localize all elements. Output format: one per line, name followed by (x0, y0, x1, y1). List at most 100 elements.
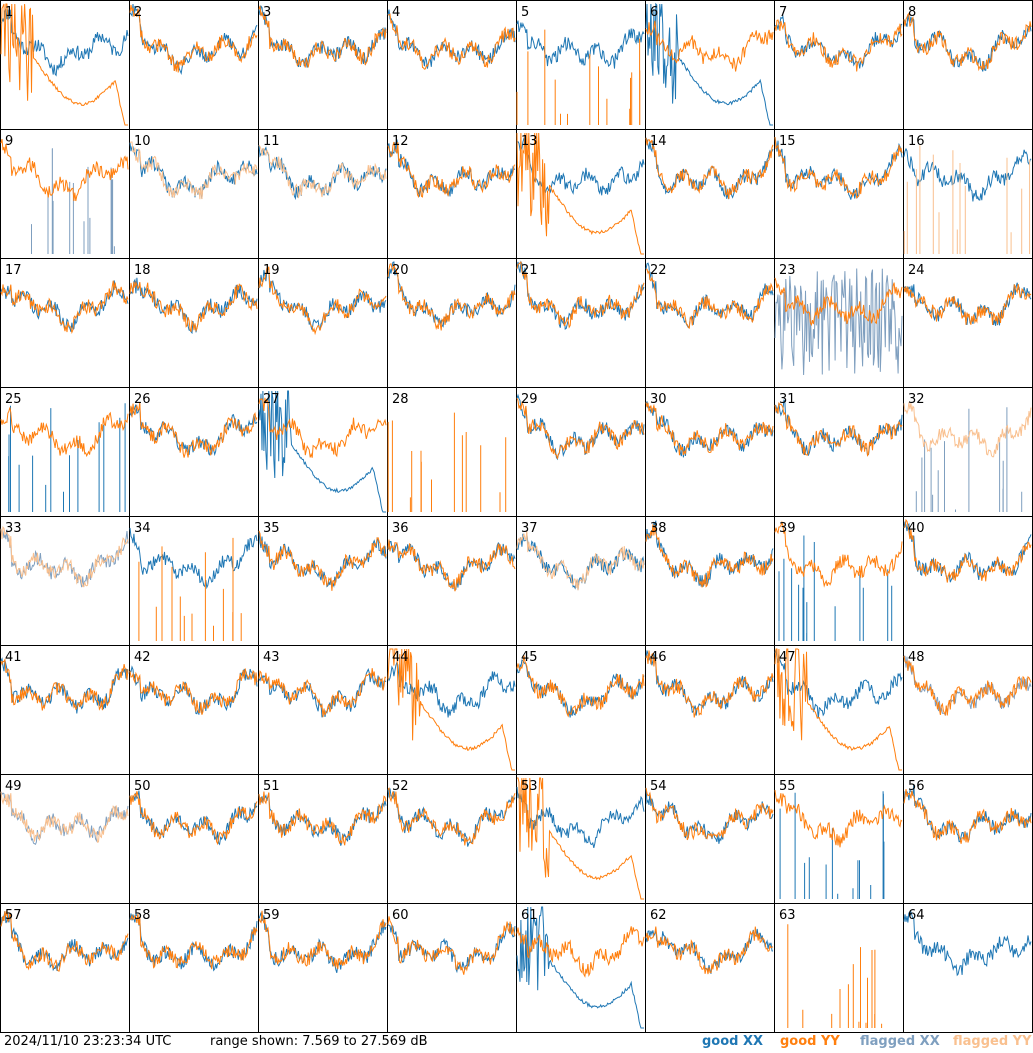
panel-label: 42 (134, 650, 151, 665)
panel-label: 25 (5, 392, 22, 407)
timestamp-label: 2024/11/10 23:23:34 UTC (4, 1034, 172, 1049)
panel-label: 13 (521, 134, 538, 149)
legend-good-xx: good XX (702, 1034, 764, 1049)
panel-39: 39 (774, 516, 904, 646)
panel-61: 61 (516, 903, 646, 1033)
panel-label: 8 (908, 5, 916, 20)
panel-label: 17 (5, 263, 22, 278)
series-xx-20 (387, 261, 516, 328)
panel-12: 12 (387, 129, 517, 259)
series-yy-20 (387, 263, 516, 331)
series-xx-44 (387, 661, 516, 718)
panel-label: 22 (650, 263, 667, 278)
series-yy-15 (774, 137, 903, 199)
series-xx-9 (31, 148, 115, 254)
series-yy-23 (774, 277, 903, 327)
series-xx-39 (778, 535, 893, 641)
panel-label: 57 (5, 908, 22, 923)
series-yy-12 (387, 141, 516, 199)
series-yy-3 (258, 5, 387, 68)
series-yy-8 (903, 12, 1032, 72)
panel-frame (903, 0, 1033, 130)
series-xx-13 (516, 137, 645, 196)
series-yy-53 (517, 777, 644, 900)
series-yy-38 (645, 524, 774, 588)
series-xx-61 (516, 906, 644, 1029)
panel-1: 1 (0, 0, 130, 130)
series-yy-60 (387, 916, 516, 975)
series-yy-19 (258, 266, 387, 336)
panel-label: 48 (908, 650, 925, 665)
panel-9: 9 (0, 129, 130, 259)
series-yy-9 (0, 138, 129, 202)
panel-38: 38 (645, 516, 775, 646)
panel-5: 5 (516, 0, 646, 130)
panel-53: 53 (516, 774, 646, 904)
series-yy-34 (138, 537, 242, 641)
series-yy-49 (0, 791, 129, 843)
panel-49: 49 (0, 774, 130, 904)
panel-50: 50 (129, 774, 259, 904)
panel-25: 25 (0, 387, 130, 517)
panel-42: 42 (129, 645, 259, 775)
series-xx-53 (516, 786, 645, 849)
panel-41: 41 (0, 645, 130, 775)
panel-52: 52 (387, 774, 517, 904)
panel-label: 23 (779, 263, 796, 278)
panel-label: 14 (650, 134, 667, 149)
panel-label: 34 (134, 521, 151, 536)
series-yy-62 (645, 926, 774, 975)
panel-47: 47 (774, 645, 904, 775)
series-yy-59 (258, 910, 387, 970)
panel-62: 62 (645, 903, 775, 1033)
panel-frame (258, 0, 388, 130)
panel-label: 39 (779, 521, 796, 536)
panel-label: 38 (650, 521, 667, 536)
series-xx-32 (915, 407, 1023, 512)
panel-35: 35 (258, 516, 388, 646)
panel-label: 49 (5, 779, 22, 794)
panel-11: 11 (258, 129, 388, 259)
series-yy-17 (0, 280, 129, 334)
panel-31: 31 (774, 387, 904, 517)
panel-43: 43 (258, 645, 388, 775)
panel-45: 45 (516, 645, 646, 775)
panel-label: 62 (650, 908, 667, 923)
series-xx-16 (903, 147, 1032, 202)
panel-label: 9 (5, 134, 13, 149)
series-yy-54 (645, 787, 774, 841)
panel-label: 36 (392, 521, 409, 536)
series-yy-1 (0, 3, 128, 126)
panel-frame (0, 129, 130, 259)
legend-flagged-yy: flagged YY (953, 1034, 1032, 1049)
panel-16: 16 (903, 129, 1033, 259)
panel-frame (387, 0, 517, 130)
series-yy-4 (388, 13, 516, 70)
panel-label: 6 (650, 5, 658, 20)
series-yy-43 (258, 668, 387, 718)
panel-label: 31 (779, 392, 796, 407)
series-yy-40 (903, 518, 1032, 583)
panel-label: 40 (908, 521, 925, 536)
series-yy-21 (516, 261, 645, 329)
panel-29: 29 (516, 387, 646, 517)
panel-20: 20 (387, 258, 517, 388)
panel-55: 55 (774, 774, 904, 904)
panel-24: 24 (903, 258, 1033, 388)
panel-label: 16 (908, 134, 925, 149)
series-yy-61 (516, 926, 645, 978)
series-yy-55 (774, 790, 903, 848)
panel-label: 43 (263, 650, 280, 665)
panel-22: 22 (645, 258, 775, 388)
panel-46: 46 (645, 645, 775, 775)
series-yy-6 (645, 20, 774, 72)
panel-label: 30 (650, 392, 667, 407)
panel-21: 21 (516, 258, 646, 388)
panel-33: 33 (0, 516, 130, 646)
panel-48: 48 (903, 645, 1033, 775)
series-yy-2 (129, 4, 258, 73)
series-yy-16 (903, 145, 1031, 254)
panel-18: 18 (129, 258, 259, 388)
series-xx-6 (645, 2, 773, 126)
